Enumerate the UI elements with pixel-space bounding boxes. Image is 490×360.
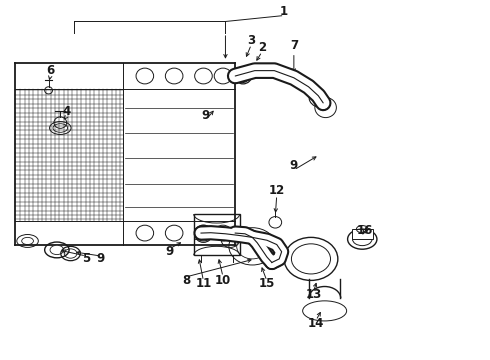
Text: 16: 16	[357, 224, 373, 237]
Ellipse shape	[50, 245, 64, 255]
Text: 1: 1	[280, 5, 288, 18]
Text: 9: 9	[202, 109, 210, 122]
Text: 15: 15	[259, 278, 275, 291]
Text: 9: 9	[290, 159, 298, 172]
Text: 14: 14	[308, 317, 324, 330]
Text: 13: 13	[305, 288, 321, 301]
Bar	[351, 229, 373, 239]
Text: 6: 6	[47, 64, 55, 77]
Text: 2: 2	[258, 41, 266, 54]
Text: 11: 11	[196, 278, 212, 291]
Bar	[194, 214, 240, 255]
Text: 5: 5	[82, 252, 90, 265]
Text: 10: 10	[215, 274, 231, 287]
Text: 8: 8	[182, 274, 191, 287]
Text: 9: 9	[165, 245, 173, 258]
Text: 3: 3	[247, 33, 255, 47]
Text: 4: 4	[63, 105, 71, 118]
Text: 12: 12	[269, 184, 285, 197]
Text: 9: 9	[97, 252, 105, 265]
Text: 7: 7	[290, 39, 298, 52]
